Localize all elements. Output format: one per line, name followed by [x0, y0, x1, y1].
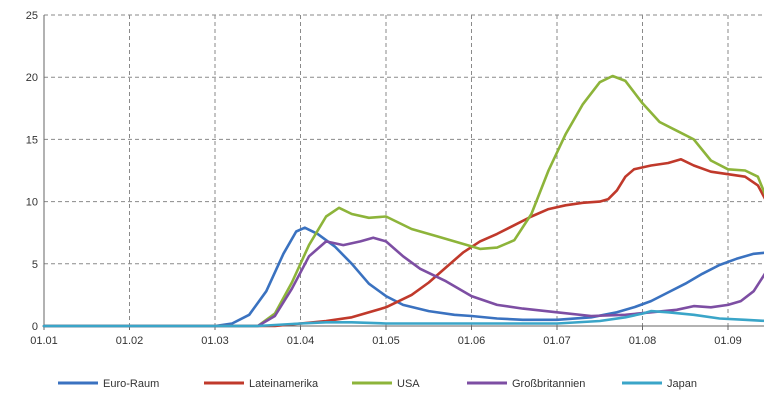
- x-tick-label: 01.03: [201, 335, 229, 347]
- y-tick-label: 25: [26, 10, 38, 22]
- y-tick-label: 20: [26, 72, 38, 84]
- series-line-2: [42, 74, 764, 328]
- axes: [43, 15, 764, 330]
- grid-lines: [44, 14, 764, 326]
- series-line-3: [42, 236, 764, 328]
- x-tick-label: 01.02: [116, 335, 144, 347]
- x-tick-label: 01.01: [30, 335, 58, 347]
- series-line-1: [42, 158, 764, 328]
- legend-label: Lateinamerika: [249, 378, 319, 390]
- y-tick-label: 0: [32, 321, 38, 333]
- series-line-4: [42, 309, 764, 328]
- legend-label: Japan: [667, 378, 697, 390]
- y-tick-label: 5: [32, 259, 38, 271]
- y-tick-label: 15: [26, 134, 38, 146]
- x-tick-label: 01.06: [458, 335, 486, 347]
- y-tick-labels: 0 5 10 15 20 25: [26, 10, 38, 333]
- legend: Euro-Raum Lateinamerika USA Großbritannien J…: [58, 378, 697, 390]
- x-tick-label: 01.08: [629, 335, 657, 347]
- x-tick-label: 01.05: [372, 335, 400, 347]
- x-tick-label: 01.04: [287, 335, 315, 347]
- legend-label: Euro-Raum: [103, 378, 159, 390]
- legend-label: Großbritannien: [512, 378, 585, 390]
- series-lines: [42, 74, 764, 328]
- series-line-0: [42, 226, 764, 328]
- legend-label: USA: [397, 378, 420, 390]
- y-tick-label: 10: [26, 197, 38, 209]
- x-tick-label: 01.09: [714, 335, 742, 347]
- x-tick-labels: 01.01 01.02 01.03 01.04 01.05 01.06 01.07 01.08…: [30, 335, 742, 347]
- x-tick-label: 01.07: [543, 335, 571, 347]
